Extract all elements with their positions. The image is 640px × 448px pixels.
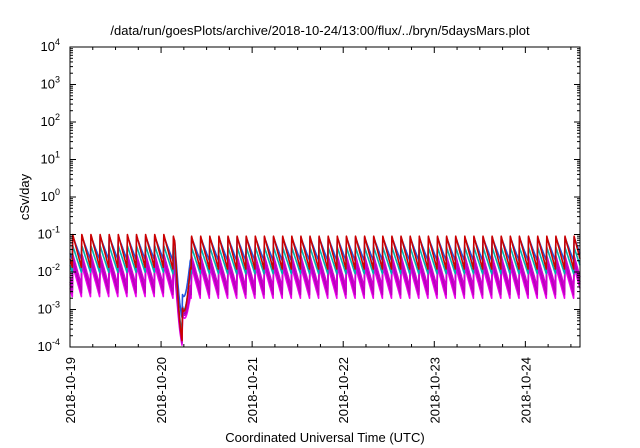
x-tick-label: 2018-10-22	[336, 357, 351, 424]
x-axis: 2018-10-19 2018-10-20 2018-10-21 2018-10-22…	[63, 47, 572, 424]
plot-frame	[69, 46, 581, 348]
x-tick-label: 2018-10-24	[518, 357, 533, 424]
x-tick-label: 2018-10-21	[245, 357, 260, 424]
x-tick-label: 2018-10-19	[63, 357, 78, 424]
series-line	[69, 259, 581, 344]
y-tick-label: 100	[41, 187, 60, 204]
x-axis-label: Coordinated Universal Time (UTC)	[225, 430, 424, 445]
y-axis: 10-4 10-3 10-2 10-1 100 101 102 103 104	[38, 37, 580, 354]
x-tick-label: 2018-10-20	[154, 357, 169, 424]
y-tick-label: 104	[41, 37, 60, 54]
series-layer	[69, 233, 581, 346]
y-tick-label: 10-1	[38, 225, 60, 242]
y-tick-label: 102	[41, 112, 60, 129]
y-tick-label: 103	[41, 75, 60, 92]
y-tick-label: 10-2	[38, 262, 60, 279]
y-axis-label: cSv/day	[17, 173, 32, 220]
y-tick-label: 101	[41, 150, 60, 167]
chart-title: /data/run/goesPlots/archive/2018-10-24/1…	[110, 23, 530, 38]
series-line	[69, 233, 581, 342]
x-tick-label: 2018-10-23	[427, 357, 442, 424]
y-tick-label: 10-3	[38, 300, 60, 317]
y-tick-label: 10-4	[38, 337, 60, 354]
